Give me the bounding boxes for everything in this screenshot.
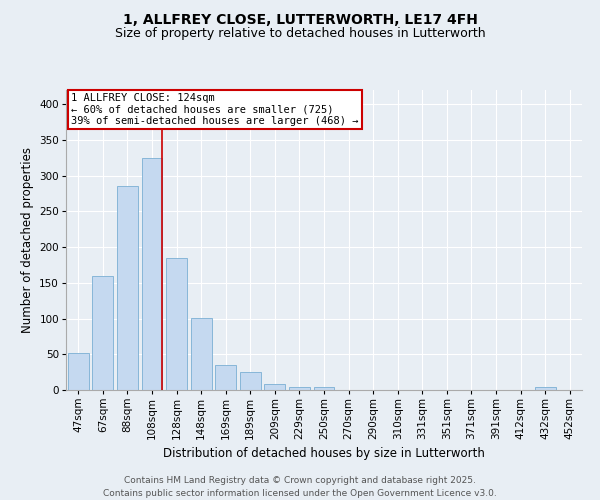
Bar	[142, 158, 163, 390]
Bar	[265, 384, 286, 390]
Bar	[92, 276, 113, 390]
Text: 1 ALLFREY CLOSE: 124sqm
← 60% of detached houses are smaller (725)
39% of semi-d: 1 ALLFREY CLOSE: 124sqm ← 60% of detache…	[71, 93, 359, 126]
Text: 1, ALLFREY CLOSE, LUTTERWORTH, LE17 4FH: 1, ALLFREY CLOSE, LUTTERWORTH, LE17 4FH	[122, 12, 478, 26]
Bar	[117, 186, 138, 390]
Bar	[314, 387, 334, 390]
Text: Contains HM Land Registry data © Crown copyright and database right 2025.
Contai: Contains HM Land Registry data © Crown c…	[103, 476, 497, 498]
Bar	[68, 353, 89, 390]
Bar	[215, 365, 236, 390]
X-axis label: Distribution of detached houses by size in Lutterworth: Distribution of detached houses by size …	[163, 448, 485, 460]
Text: Size of property relative to detached houses in Lutterworth: Size of property relative to detached ho…	[115, 28, 485, 40]
Bar	[289, 387, 310, 390]
Bar	[166, 258, 187, 390]
Y-axis label: Number of detached properties: Number of detached properties	[21, 147, 34, 333]
Bar	[535, 387, 556, 390]
Bar	[240, 372, 261, 390]
Bar	[191, 318, 212, 390]
